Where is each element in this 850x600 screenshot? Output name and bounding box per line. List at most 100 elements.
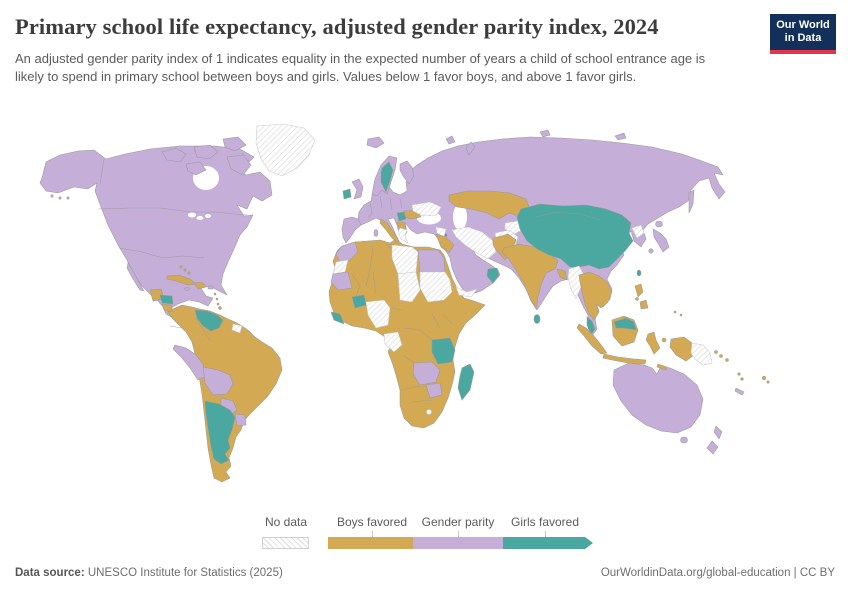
country-honduras[interactable] — [159, 294, 174, 305]
country-venezuela[interactable] — [194, 309, 224, 332]
country-fiji[interactable] — [761, 375, 767, 381]
country-baffin-island[interactable] — [226, 154, 252, 176]
country-moluccas[interactable] — [661, 337, 667, 343]
country-aleutians[interactable] — [58, 196, 62, 200]
country-lesser-antilles[interactable] — [215, 297, 219, 301]
country-new-zealand-north[interactable] — [713, 425, 723, 440]
country-new-caledonia[interactable] — [734, 387, 745, 396]
country-albania-macedonia[interactable] — [396, 221, 407, 230]
country-aleutians[interactable] — [50, 194, 54, 198]
country-ukraine[interactable] — [411, 201, 442, 217]
country-vanuatu[interactable] — [737, 372, 741, 376]
country-oman[interactable] — [486, 267, 500, 284]
country-trinidad[interactable] — [218, 306, 222, 310]
country-china-mongolia[interactable] — [516, 203, 634, 270]
country-micronesia[interactable] — [679, 313, 683, 317]
country-bangladesh[interactable] — [556, 268, 568, 281]
country-finland[interactable] — [399, 160, 415, 185]
country-nigeria[interactable] — [365, 299, 391, 329]
country-philippines-visayas[interactable] — [635, 297, 639, 301]
country-suriname[interactable] — [231, 323, 243, 334]
country-java[interactable] — [602, 353, 647, 365]
country-japan-kyushu[interactable] — [648, 248, 654, 254]
country-solomon-islands[interactable] — [719, 354, 723, 358]
owid-logo[interactable]: Our World in Data — [770, 14, 836, 54]
country-malaysia[interactable] — [586, 316, 596, 336]
country-fiji[interactable] — [766, 380, 770, 384]
legend-segment-gender-parity[interactable] — [413, 537, 503, 549]
country-sakhalin[interactable] — [688, 189, 695, 214]
country-chad[interactable] — [397, 271, 421, 303]
country-zimbabwe[interactable] — [425, 382, 443, 399]
country-papua-new-guinea[interactable] — [690, 342, 713, 366]
country-hispaniola[interactable] — [193, 281, 207, 290]
country-lesser-antilles[interactable] — [216, 302, 220, 306]
country-taiwan[interactable] — [636, 269, 642, 277]
country-gabon-congo[interactable] — [383, 331, 403, 353]
country-sudan[interactable] — [419, 271, 453, 303]
country-iraq[interactable] — [435, 233, 455, 254]
country-uruguay[interactable] — [234, 413, 247, 427]
country-japan[interactable] — [652, 228, 670, 253]
country-new-siberian-islands[interactable] — [614, 132, 627, 141]
world-map[interactable] — [0, 118, 850, 514]
country-bolivia[interactable] — [202, 366, 234, 396]
country-burkina-faso[interactable] — [351, 294, 367, 309]
country-mauritania[interactable] — [330, 271, 353, 291]
country-novaya-zemlya[interactable] — [465, 141, 476, 156]
country-nicaragua[interactable] — [161, 303, 173, 313]
country-bahamas[interactable] — [179, 265, 183, 269]
country-tasmania[interactable] — [680, 436, 688, 444]
country-iran[interactable] — [451, 226, 497, 260]
country-sumatra[interactable] — [576, 323, 608, 355]
country-north-america[interactable] — [39, 145, 273, 323]
country-morocco[interactable] — [335, 241, 359, 263]
country-ireland[interactable] — [342, 188, 352, 200]
country-jamaica[interactable] — [184, 287, 190, 291]
country-sweden[interactable] — [380, 161, 394, 193]
country-timor[interactable] — [656, 363, 668, 371]
country-tanzania[interactable] — [431, 337, 456, 365]
country-sulawesi[interactable] — [645, 331, 661, 355]
country-united-kingdom[interactable] — [351, 178, 364, 200]
country-yemen[interactable] — [455, 286, 478, 298]
country-zambia[interactable] — [412, 361, 441, 386]
country-svalbard[interactable] — [445, 135, 456, 145]
country-cuba[interactable] — [166, 274, 197, 286]
country-vanuatu[interactable] — [740, 377, 744, 381]
country-solomon-islands[interactable] — [725, 358, 729, 362]
country-peru[interactable] — [172, 344, 207, 381]
country-philippines-mindanao[interactable] — [639, 299, 649, 310]
country-malaysia-borneo[interactable] — [613, 317, 637, 331]
country-north-korea[interactable] — [631, 224, 645, 239]
legend-no-data-swatch[interactable] — [262, 537, 309, 549]
country-canadian-arctic[interactable] — [161, 147, 187, 163]
country-kazakhstan[interactable] — [448, 190, 531, 220]
country-western-sahara[interactable] — [332, 259, 349, 275]
country-greenland[interactable] — [255, 123, 316, 177]
country-greece[interactable] — [397, 227, 409, 244]
country-australia[interactable] — [612, 362, 704, 434]
country-puerto-rico[interactable] — [207, 285, 214, 290]
country-iceland[interactable] — [366, 136, 385, 149]
country-canadian-arctic[interactable] — [193, 144, 219, 160]
country-solomon-islands[interactable] — [714, 350, 718, 354]
legend-segment-girls-favored[interactable] — [503, 537, 593, 549]
country-sri-lanka[interactable] — [533, 314, 541, 324]
owid-link[interactable]: OurWorldinData.org/global-education | CC… — [600, 567, 835, 579]
country-sierra-leone-liberia[interactable] — [330, 311, 345, 325]
country-bahamas[interactable] — [183, 268, 187, 272]
country-bahamas[interactable] — [187, 271, 191, 275]
country-japan-hokkaido[interactable] — [655, 220, 663, 228]
country-aleutians[interactable] — [66, 196, 70, 200]
country-italy[interactable] — [379, 218, 399, 243]
country-lesotho[interactable] — [426, 409, 432, 415]
country-severnaya-zemlya[interactable] — [539, 129, 551, 138]
country-philippines-luzon[interactable] — [634, 283, 644, 298]
country-sardinia[interactable] — [373, 229, 379, 237]
country-canadian-arctic[interactable] — [222, 136, 247, 152]
country-argentina[interactable] — [204, 400, 236, 465]
country-micronesia[interactable] — [673, 310, 677, 314]
country-lesser-antilles[interactable] — [213, 292, 217, 296]
country-indochina[interactable] — [578, 271, 613, 321]
